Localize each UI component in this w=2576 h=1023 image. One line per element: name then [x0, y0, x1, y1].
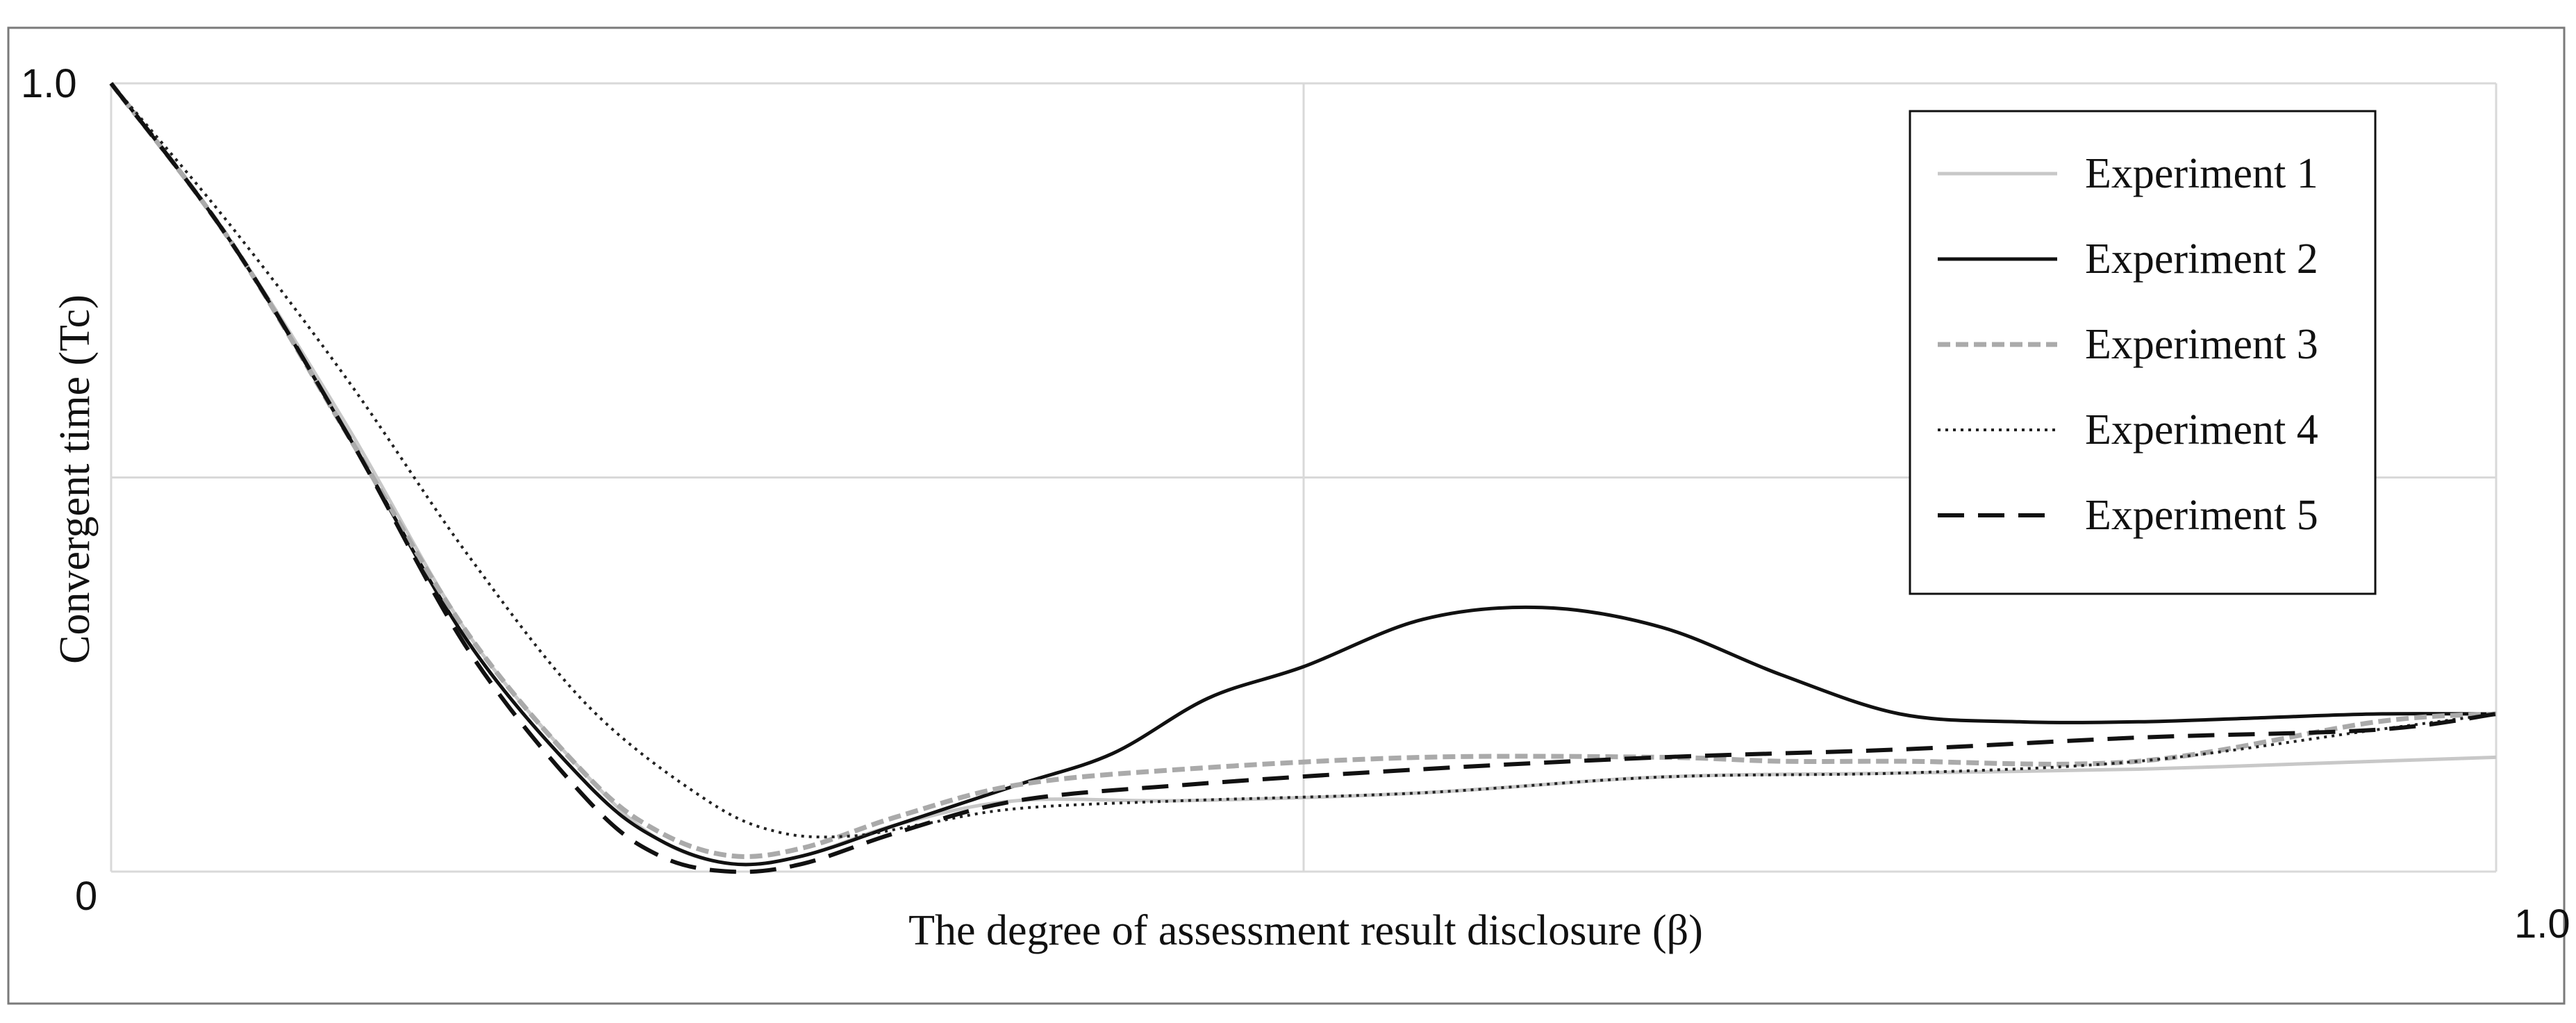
x-tick-start: 0 [75, 874, 97, 919]
series-layer [109, 81, 2497, 874]
x-tick-end: 1.0 [2514, 901, 2570, 947]
legend-label-experiment-4: Experiment 4 [2085, 406, 2318, 454]
legend: Experiment 1 Experiment 2 Experiment 3 Expe… [1909, 110, 2377, 595]
legend-label-experiment-5: Experiment 5 [2085, 492, 2318, 539]
series-line-experiment-1 [110, 82, 2497, 867]
series-line-experiment-3 [109, 81, 2497, 859]
y-tick-top: 1.0 [21, 61, 77, 106]
x-axis-label: The degree of assessment result disclosu… [908, 907, 1703, 954]
legend-label-experiment-3: Experiment 3 [2085, 321, 2318, 368]
series-line-experiment-2 [110, 82, 2497, 867]
y-axis-label: Convergent time (Tc) [51, 294, 99, 664]
series-line-experiment-5 [109, 82, 2497, 874]
legend-label-experiment-2: Experiment 2 [2085, 235, 2318, 283]
legend-label-experiment-1: Experiment 1 [2085, 150, 2318, 197]
grid [110, 82, 2498, 873]
